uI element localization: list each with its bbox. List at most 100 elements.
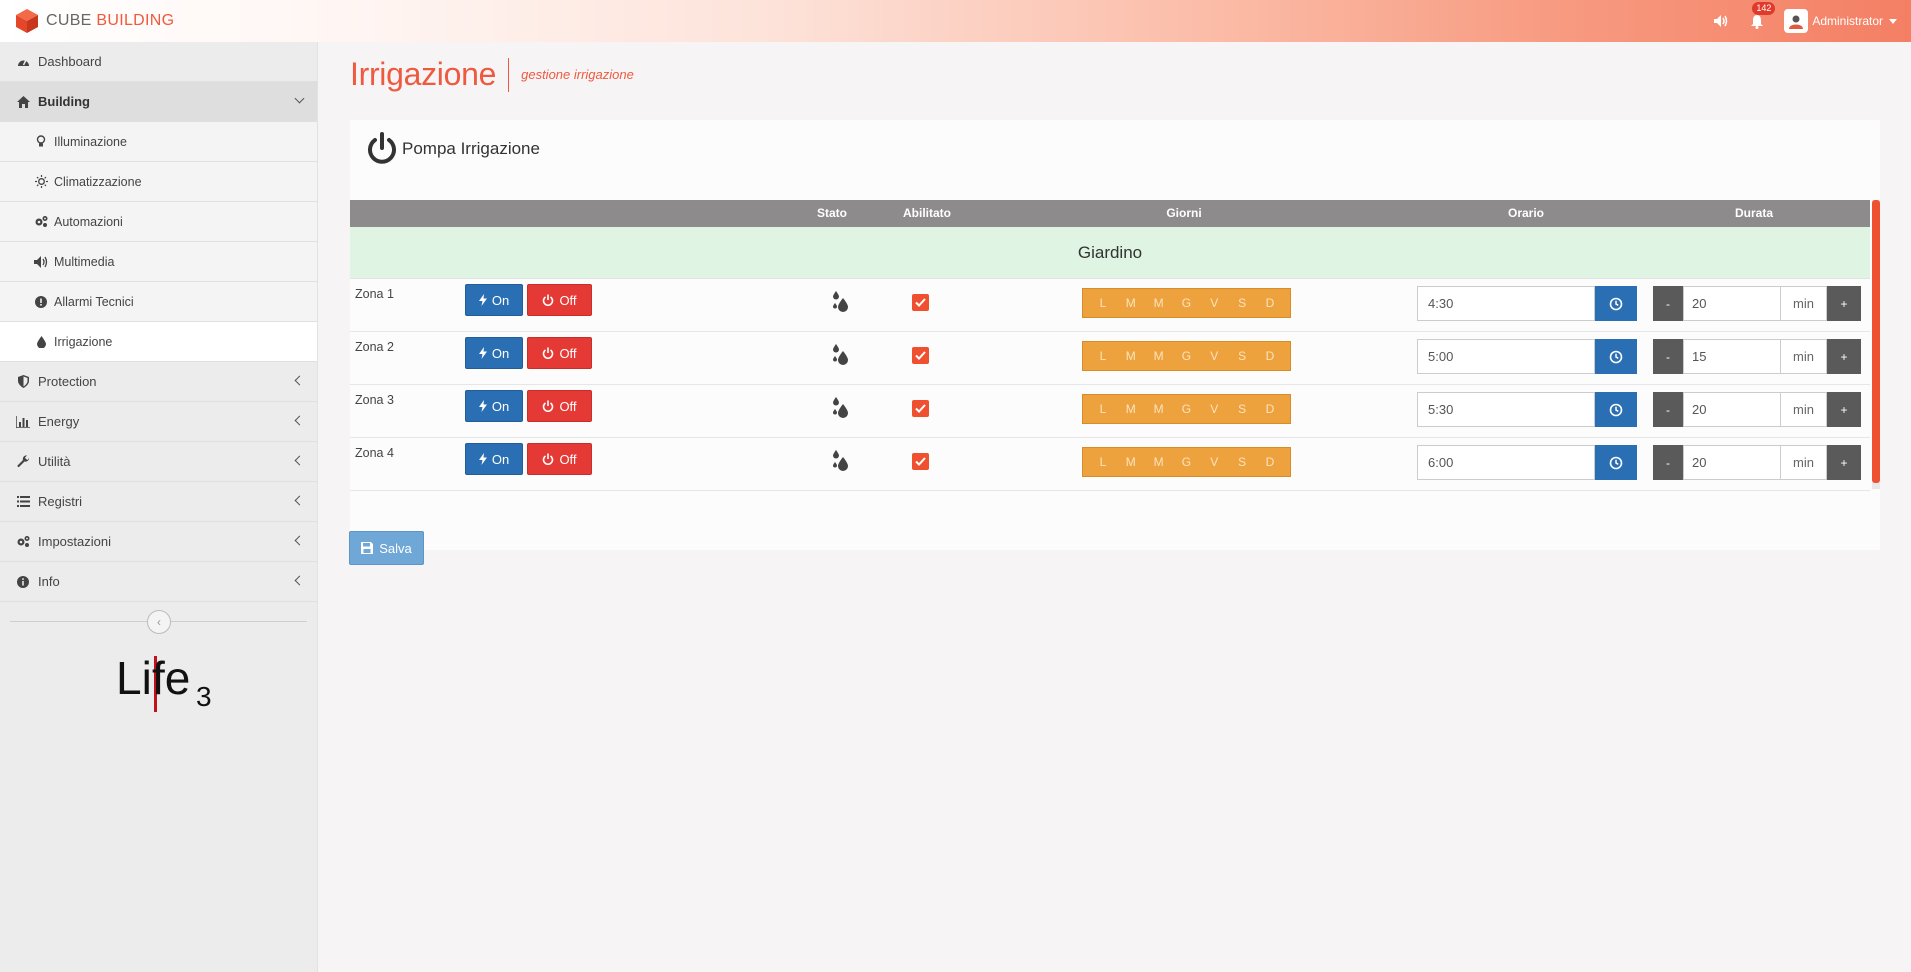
- day-toggle[interactable]: L: [1099, 402, 1107, 416]
- sidebar-item-energy[interactable]: Energy: [0, 402, 317, 442]
- duration-input[interactable]: 15: [1683, 339, 1781, 374]
- sidebar-subitem-multimedia[interactable]: Multimedia: [0, 242, 317, 282]
- day-toggle[interactable]: M: [1125, 296, 1136, 310]
- time-picker-button[interactable]: [1595, 392, 1637, 427]
- zone-enabled-checkbox[interactable]: [912, 347, 929, 364]
- time-input[interactable]: 5:00: [1417, 339, 1595, 374]
- power-icon: [543, 453, 554, 465]
- day-toggle[interactable]: G: [1181, 402, 1192, 416]
- day-toggle[interactable]: G: [1181, 296, 1192, 310]
- water-drops-icon: [833, 450, 848, 471]
- sidebar-item-dashboard[interactable]: Dashboard: [0, 42, 317, 82]
- day-toggle[interactable]: V: [1210, 402, 1219, 416]
- zone-on-button[interactable]: On: [465, 443, 523, 475]
- duration-decrement-button[interactable]: -: [1653, 445, 1683, 480]
- day-toggle[interactable]: D: [1265, 455, 1275, 469]
- day-toggle[interactable]: S: [1238, 296, 1247, 310]
- duration-increment-button[interactable]: +: [1827, 286, 1861, 321]
- time-picker-button[interactable]: [1595, 339, 1637, 374]
- zone-off-button[interactable]: Off: [527, 390, 592, 422]
- zone-enabled-checkbox[interactable]: [912, 453, 929, 470]
- zone-on-button[interactable]: On: [465, 337, 523, 369]
- sidebar-item-label: Building: [38, 94, 90, 109]
- duration-input[interactable]: 20: [1683, 445, 1781, 480]
- duration-decrement-button[interactable]: -: [1653, 339, 1683, 374]
- table-scrollbar[interactable]: [1872, 200, 1880, 489]
- day-toggle[interactable]: M: [1125, 349, 1136, 363]
- day-toggle[interactable]: L: [1099, 455, 1107, 469]
- sidebar-item-info[interactable]: Info: [0, 562, 317, 602]
- zone-on-button[interactable]: On: [465, 284, 523, 316]
- floppy-disk-icon: [361, 542, 374, 554]
- zone-on-button[interactable]: On: [465, 390, 523, 422]
- zone-enabled-checkbox[interactable]: [912, 400, 929, 417]
- day-toggle[interactable]: M: [1125, 402, 1136, 416]
- sidebar-item-building[interactable]: Building: [0, 82, 317, 122]
- duration-increment-button[interactable]: +: [1827, 392, 1861, 427]
- on-label: On: [491, 292, 510, 308]
- day-toggle[interactable]: L: [1099, 296, 1107, 310]
- day-toggle[interactable]: M: [1153, 402, 1164, 416]
- sidebar-item-utilita[interactable]: Utilità: [0, 442, 317, 482]
- zone-off-button[interactable]: Off: [527, 443, 592, 475]
- app-name-part2: BUILDING: [96, 12, 175, 29]
- sidebar-item-registri[interactable]: Registri: [0, 482, 317, 522]
- day-toggle[interactable]: S: [1238, 349, 1247, 363]
- duration-increment-button[interactable]: +: [1827, 445, 1861, 480]
- gears-icon: [16, 535, 30, 549]
- day-toggle[interactable]: G: [1181, 349, 1192, 363]
- duration-decrement-button[interactable]: -: [1653, 286, 1683, 321]
- notifications-button[interactable]: 142: [1748, 2, 1776, 30]
- day-toggle[interactable]: V: [1210, 455, 1219, 469]
- duration-decrement-button[interactable]: -: [1653, 392, 1683, 427]
- duration-unit: min: [1781, 392, 1827, 427]
- day-toggle[interactable]: D: [1265, 402, 1275, 416]
- day-toggle[interactable]: M: [1125, 455, 1136, 469]
- zone-name: Zona 3: [355, 393, 394, 407]
- svg-text:Li: Li: [116, 652, 152, 704]
- save-button[interactable]: Salva: [349, 531, 424, 565]
- sidebar-item-protection[interactable]: Protection: [0, 362, 317, 402]
- sidebar-subitem-label: Climatizzazione: [54, 174, 142, 189]
- time-input[interactable]: 6:00: [1417, 445, 1595, 480]
- duration-input[interactable]: 20: [1683, 392, 1781, 427]
- day-toggle[interactable]: S: [1238, 402, 1247, 416]
- time-picker-button[interactable]: [1595, 445, 1637, 480]
- day-toggle[interactable]: V: [1210, 349, 1219, 363]
- sidebar-subitem-label: Illuminazione: [54, 134, 127, 149]
- day-toggle[interactable]: M: [1153, 349, 1164, 363]
- zone-off-button[interactable]: Off: [527, 337, 592, 369]
- day-toggle[interactable]: D: [1265, 296, 1275, 310]
- duration-increment-button[interactable]: +: [1827, 339, 1861, 374]
- day-toggle[interactable]: S: [1238, 455, 1247, 469]
- title-divider: [508, 57, 510, 92]
- sidebar-subitem-label: Automazioni: [54, 214, 123, 229]
- group-title: Giardino: [1077, 242, 1143, 262]
- day-toggle[interactable]: L: [1099, 349, 1107, 363]
- scrollbar-thumb[interactable]: [1872, 200, 1880, 483]
- day-toggle[interactable]: M: [1153, 455, 1164, 469]
- day-toggle[interactable]: D: [1265, 349, 1275, 363]
- time-input[interactable]: 5:30: [1417, 392, 1595, 427]
- sidebar-subitem-irrigazione[interactable]: Irrigazione: [0, 322, 317, 362]
- zone-enabled-checkbox[interactable]: [912, 294, 929, 311]
- day-toggle[interactable]: G: [1181, 455, 1192, 469]
- page-header: Irrigazione gestione irrigazione: [350, 56, 634, 93]
- sidebar-subitem-illuminazione[interactable]: Illuminazione: [0, 122, 317, 162]
- sidebar-subitem-label: Irrigazione: [54, 334, 113, 349]
- time-input[interactable]: 4:30: [1417, 286, 1595, 321]
- sidebar-collapse-button[interactable]: ‹: [147, 610, 171, 634]
- chevron-left-icon: [294, 495, 305, 506]
- sidebar-item-impostazioni[interactable]: Impostazioni: [0, 522, 317, 562]
- day-toggle[interactable]: M: [1153, 296, 1164, 310]
- user-menu[interactable]: Administrator: [1784, 9, 1897, 33]
- sidebar-subitem-allarmi-tecnici[interactable]: Allarmi Tecnici: [0, 282, 317, 322]
- day-toggle[interactable]: V: [1210, 296, 1219, 310]
- zone-off-button[interactable]: Off: [527, 284, 592, 316]
- sidebar-subitem-automazioni[interactable]: Automazioni: [0, 202, 317, 242]
- duration-input[interactable]: 20: [1683, 286, 1781, 321]
- app-logo[interactable]: CUBE BUILDING: [14, 8, 174, 34]
- sidebar-subitem-climatizzazione[interactable]: Climatizzazione: [0, 162, 317, 202]
- time-picker-button[interactable]: [1595, 286, 1637, 321]
- volume-icon[interactable]: [1712, 12, 1730, 30]
